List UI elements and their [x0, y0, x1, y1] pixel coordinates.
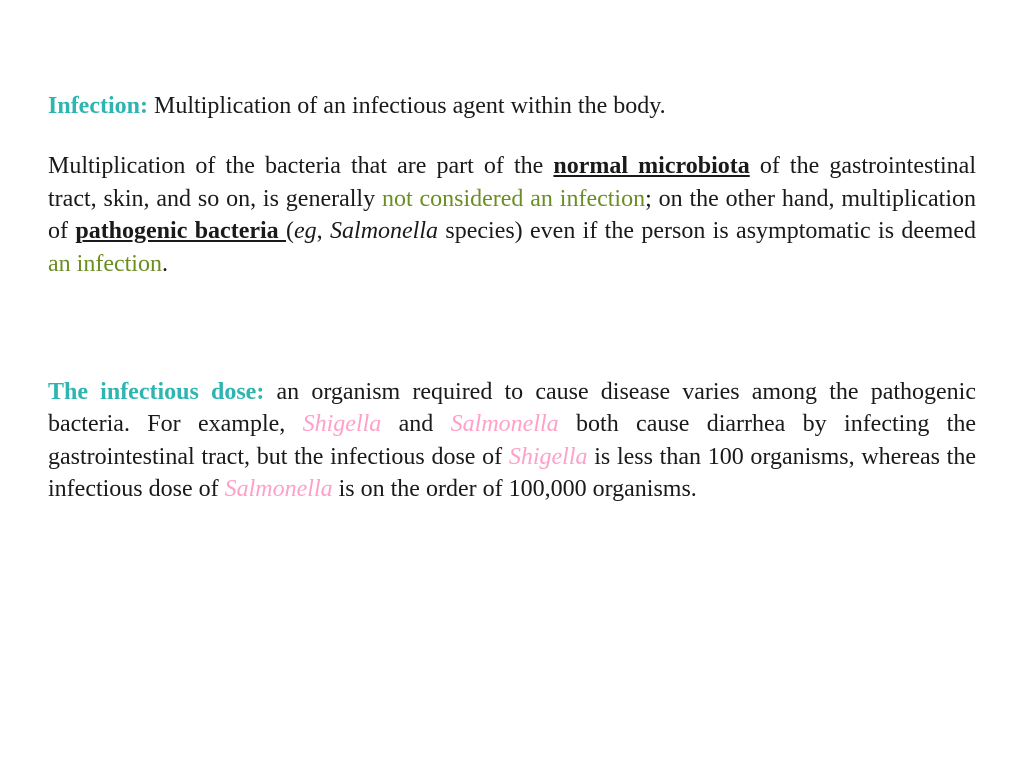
heading-infection: Infection:: [48, 93, 148, 119]
paragraph-infection-def: Infection: Multiplication of an infectio…: [48, 90, 976, 122]
pink-salmonella-2: Salmonella: [225, 476, 339, 502]
underline-normal-microbiota: normal microbiota: [553, 153, 749, 179]
italic-salmonella: Salmonella: [330, 218, 438, 244]
body-text: .: [162, 251, 168, 277]
underline-pathogenic-bacteria: pathogenic bacteria: [75, 218, 286, 244]
pink-shigella-1: Shigella: [303, 411, 399, 437]
heading-infectious-dose: The infectious dose:: [48, 379, 264, 405]
body-text: Multiplication of an infectious agent wi…: [148, 93, 666, 119]
body-text: (: [286, 218, 294, 244]
italic-eg: eg: [294, 218, 317, 244]
olive-text-an-infection: an infection: [48, 251, 162, 277]
body-text: and: [399, 411, 451, 437]
pink-salmonella-1: Salmonella: [451, 411, 559, 437]
paragraph-microbiota: Multiplication of the bacteria that are …: [48, 150, 976, 280]
body-text: species) even if the person is asymptoma…: [438, 218, 976, 244]
paragraph-infectious-dose: The infectious dose: an organism require…: [48, 376, 976, 506]
body-text: Multiplication of the bacteria that are …: [48, 153, 553, 179]
pink-shigella-2: Shigella: [509, 444, 594, 470]
body-text: ,: [317, 218, 330, 244]
olive-text-not-infection: not considered an infection: [382, 186, 645, 212]
body-text: is on the order of 100,000 organisms.: [339, 476, 697, 502]
